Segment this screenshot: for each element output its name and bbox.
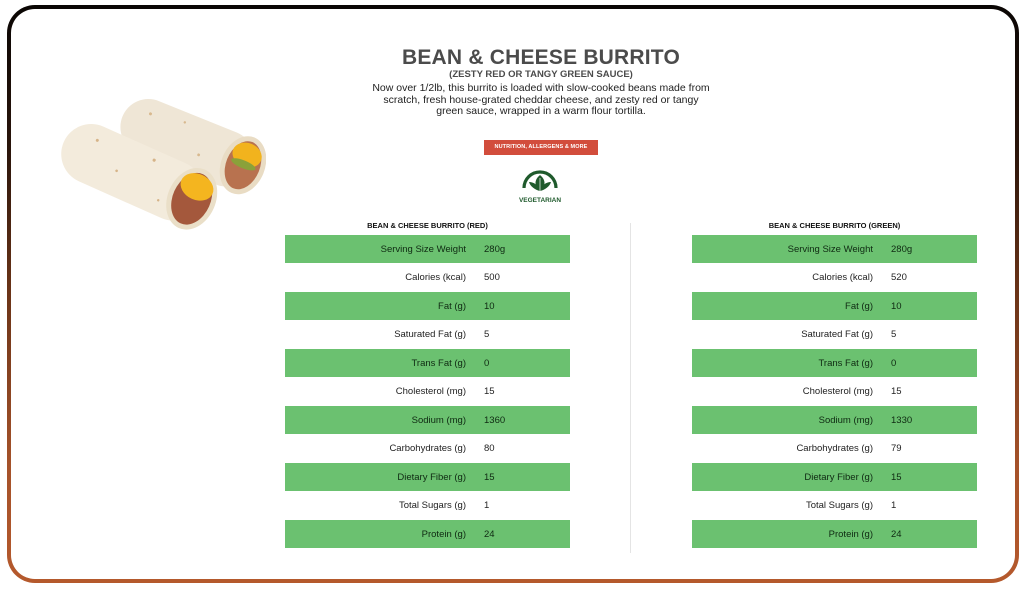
nutrient-value: 1360: [484, 414, 506, 426]
nutrient-label: Protein (g): [421, 528, 466, 540]
nutrient-value: 79: [891, 443, 902, 455]
nutrient-label: Dietary Fiber (g): [397, 471, 466, 483]
product-header: BEAN & CHEESE BURRITO (ZESTY RED OR TANG…: [371, 47, 711, 118]
product-subtitle: (ZESTY RED OR TANGY GREEN SAUCE): [449, 69, 633, 80]
nutrient-label: Sodium (mg): [818, 414, 873, 426]
table-row: Sodium (mg) 1360: [285, 406, 570, 434]
table-row: Saturated Fat (g) 5: [285, 321, 570, 350]
nutrient-label: Fat (g): [845, 300, 873, 312]
table-row: Serving Size Weight 280g: [285, 235, 570, 263]
nutrient-label: Sodium (mg): [411, 414, 466, 426]
nutrient-value: 0: [484, 357, 490, 369]
nutrient-value: 10: [891, 300, 902, 312]
card-content: BEAN & CHEESE BURRITO (ZESTY RED OR TANG…: [11, 9, 1015, 579]
nutrition-allergens-button[interactable]: NUTRITION, ALLERGENS & MORE: [484, 140, 598, 155]
nutrient-label: Serving Size Weight: [787, 243, 873, 255]
nutrient-label: Cholesterol (mg): [802, 386, 873, 398]
card-frame: BEAN & CHEESE BURRITO (ZESTY RED OR TANG…: [7, 5, 1019, 583]
nutrient-value: 1330: [891, 414, 913, 426]
nutrient-value: 500: [484, 272, 500, 284]
nutrient-label: Trans Fat (g): [818, 357, 873, 369]
nutrient-value: 24: [484, 528, 495, 540]
table-row: Cholesterol (mg) 15: [692, 378, 977, 407]
table-row: Calories (kcal) 520: [692, 264, 977, 293]
table-row: Trans Fat (g) 0: [285, 349, 570, 377]
table-row: Dietary Fiber (g) 15: [285, 463, 570, 491]
nutrient-value: 5: [891, 329, 897, 341]
nutrient-label: Carbohydrates (g): [389, 443, 466, 455]
nutrient-label: Protein (g): [828, 528, 873, 540]
nutrient-value: 10: [484, 300, 495, 312]
vegetarian-badge-icon: VEGETARIAN: [519, 164, 561, 204]
table-row: Fat (g) 10: [285, 292, 570, 320]
nutrient-label: Dietary Fiber (g): [804, 471, 873, 483]
table-row: Trans Fat (g) 0: [692, 349, 977, 377]
table-heading-green: BEAN & CHEESE BURRITO (GREEN): [768, 221, 901, 230]
product-title: BEAN & CHEESE BURRITO: [401, 46, 680, 69]
nutrient-label: Carbohydrates (g): [796, 443, 873, 455]
nutrient-label: Total Sugars (g): [398, 500, 466, 512]
nutrient-value: 15: [484, 386, 495, 398]
table-row: Total Sugars (g) 1: [285, 492, 570, 521]
nutrient-label: Cholesterol (mg): [395, 386, 466, 398]
nutrient-value: 80: [484, 443, 495, 455]
table-row: Protein (g) 24: [285, 520, 570, 548]
table-row: Total Sugars (g) 1: [692, 492, 977, 521]
nutrient-value: 520: [891, 272, 907, 284]
nutrient-label: Total Sugars (g): [805, 500, 873, 512]
nutrient-label: Fat (g): [438, 300, 466, 312]
nutrient-value: 15: [891, 471, 902, 483]
table-row: Sodium (mg) 1330: [692, 406, 977, 434]
nutrition-table-green: Serving Size Weight 280g Calories (kcal) 5…: [692, 235, 977, 549]
nutrient-value: 280g: [484, 243, 506, 255]
table-row: Protein (g) 24: [692, 520, 977, 548]
nutrient-value: 15: [484, 471, 495, 483]
nutrient-value: 0: [891, 357, 897, 369]
column-divider: [630, 223, 631, 553]
svg-text:VEGETARIAN: VEGETARIAN: [519, 197, 561, 204]
burrito-image: [44, 83, 266, 240]
nutrient-value: 15: [891, 386, 902, 398]
nutrient-label: Trans Fat (g): [411, 357, 466, 369]
nutrient-label: Calories (kcal): [405, 272, 466, 284]
nutrient-value: 1: [484, 500, 490, 512]
nutrient-label: Calories (kcal): [812, 272, 873, 284]
table-heading-red: BEAN & CHEESE BURRITO (RED): [367, 221, 488, 230]
nutrient-label: Saturated Fat (g): [394, 329, 466, 341]
table-row: Serving Size Weight 280g: [692, 235, 977, 263]
nutrition-table-red: Serving Size Weight 280g Calories (kcal) 5…: [285, 235, 570, 549]
nutrient-label: Serving Size Weight: [380, 243, 466, 255]
nutrient-value: 280g: [891, 243, 913, 255]
table-row: Fat (g) 10: [692, 292, 977, 320]
product-description: Now over 1/2lb, this burrito is loaded w…: [372, 82, 710, 117]
nutrient-value: 5: [484, 329, 490, 341]
nutrient-value: 24: [891, 528, 902, 540]
table-row: Saturated Fat (g) 5: [692, 321, 977, 350]
nutrient-label: Saturated Fat (g): [801, 329, 873, 341]
nutrient-value: 1: [891, 500, 897, 512]
table-row: Cholesterol (mg) 15: [285, 378, 570, 407]
table-row: Carbohydrates (g) 80: [285, 435, 570, 464]
table-row: Dietary Fiber (g) 15: [692, 463, 977, 491]
table-row: Calories (kcal) 500: [285, 264, 570, 293]
table-row: Carbohydrates (g) 79: [692, 435, 977, 464]
